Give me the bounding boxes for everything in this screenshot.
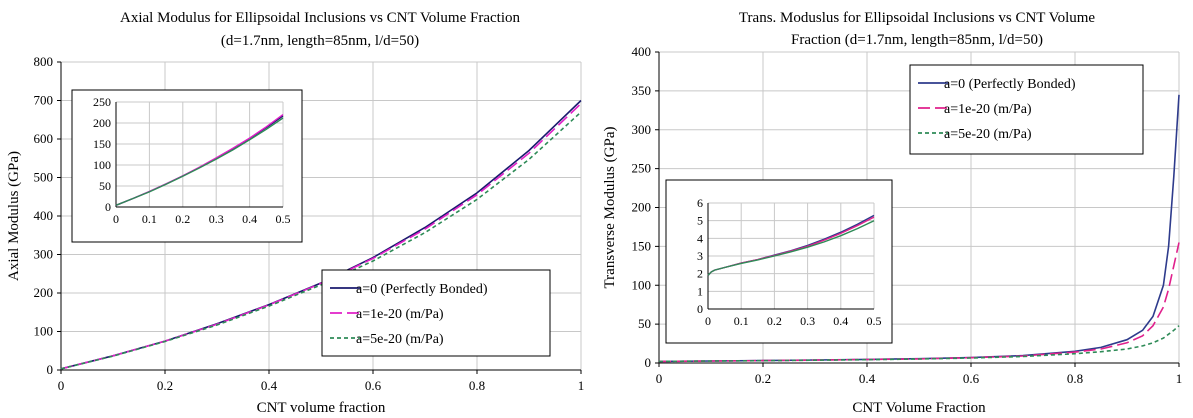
y-tick-label: 0 bbox=[47, 362, 54, 377]
legend-label: a=1e-20 (m/Pa) bbox=[356, 307, 444, 322]
inset-y-tick-label: 6 bbox=[697, 196, 703, 210]
legend-box bbox=[321, 269, 551, 357]
inset-x-tick-label: 0.1 bbox=[142, 212, 157, 226]
chart-title-line: Fraction (d=1.7nm, length=85nm, l/d=50) bbox=[791, 32, 1043, 48]
y-tick-label: 400 bbox=[34, 208, 54, 223]
inset-x-tick-label: 0.1 bbox=[734, 314, 749, 328]
inset-y-tick-label: 2 bbox=[697, 267, 703, 281]
inset-y-tick-label: 100 bbox=[93, 158, 111, 172]
inset-y-tick-label: 50 bbox=[99, 179, 111, 193]
y-tick-label: 200 bbox=[632, 200, 652, 215]
inset-y-tick-label: 200 bbox=[93, 116, 111, 130]
legend-box bbox=[909, 64, 1144, 155]
inset-y-tick-label: 0 bbox=[697, 302, 703, 316]
y-tick-label: 600 bbox=[34, 131, 54, 146]
inset-x-tick-label: 0.2 bbox=[767, 314, 782, 328]
inset-x-tick-label: 0.4 bbox=[833, 314, 848, 328]
legend-label: a=5e-20 (m/Pa) bbox=[944, 127, 1032, 142]
series-line bbox=[60, 111, 582, 370]
x-tick-label: 0.4 bbox=[261, 378, 278, 393]
inset-frame bbox=[665, 179, 893, 344]
legend-label: a=1e-20 (m/Pa) bbox=[944, 102, 1032, 117]
y-tick-label: 700 bbox=[34, 93, 54, 108]
x-tick-label: 0.2 bbox=[755, 371, 771, 386]
y-tick-label: 500 bbox=[34, 170, 54, 185]
chart-title-line: (d=1.7nm, length=85nm, l/d=50) bbox=[221, 33, 419, 49]
y-tick-label: 150 bbox=[632, 238, 652, 253]
x-tick-label: 0 bbox=[58, 378, 65, 393]
inset-y-tick-label: 4 bbox=[697, 231, 703, 245]
y-tick-label: 100 bbox=[632, 277, 652, 292]
y-tick-label: 800 bbox=[34, 54, 54, 69]
x-axis-label: CNT volume fraction bbox=[257, 400, 386, 416]
x-axis-label: CNT Volume Fraction bbox=[852, 400, 986, 416]
inset-y-tick-label: 150 bbox=[93, 137, 111, 151]
inset-y-tick-label: 0 bbox=[105, 200, 111, 214]
transverse-modulus-chart: Trans. Moduslus for Ellipsoidal Inclusio… bbox=[602, 10, 1183, 416]
inset-x-tick-label: 0.4 bbox=[242, 212, 257, 226]
inset-frame bbox=[71, 89, 303, 243]
x-tick-label: 0.6 bbox=[963, 371, 980, 386]
y-tick-label: 400 bbox=[632, 44, 652, 59]
y-tick-label: 50 bbox=[638, 316, 651, 331]
x-tick-label: 1 bbox=[578, 378, 585, 393]
inset-y-tick-label: 1 bbox=[697, 284, 703, 298]
y-tick-label: 350 bbox=[632, 83, 652, 98]
inset-y-tick-label: 3 bbox=[697, 249, 703, 263]
legend-label: a=0 (Perfectly Bonded) bbox=[944, 77, 1076, 92]
inset-x-tick-label: 0.5 bbox=[867, 314, 882, 328]
chart-title-line: Axial Modulus for Ellipsoidal Inclusions… bbox=[120, 10, 520, 26]
inset-series-line bbox=[707, 220, 875, 276]
inset-x-tick-label: 0.3 bbox=[800, 314, 815, 328]
inset-x-tick-label: 0.3 bbox=[209, 212, 224, 226]
inset-series-line bbox=[115, 117, 284, 206]
series-line bbox=[658, 242, 1180, 363]
y-axis-label: Axial Modulus (GPa) bbox=[6, 151, 22, 281]
x-tick-label: 0.8 bbox=[1067, 371, 1083, 386]
y-tick-label: 300 bbox=[34, 247, 54, 262]
y-tick-label: 0 bbox=[645, 355, 652, 370]
axial-modulus-chart: Axial Modulus for Ellipsoidal Inclusions… bbox=[6, 10, 585, 416]
inset-x-tick-label: 0 bbox=[113, 212, 119, 226]
x-tick-label: 0.2 bbox=[157, 378, 173, 393]
series-line bbox=[658, 325, 1180, 363]
inset-y-tick-label: 250 bbox=[93, 95, 111, 109]
inset-x-tick-label: 0.2 bbox=[175, 212, 190, 226]
y-tick-label: 300 bbox=[632, 122, 652, 137]
x-tick-label: 0.8 bbox=[469, 378, 485, 393]
y-axis-label: Transverse Modulus (GPa) bbox=[602, 127, 618, 289]
inset-x-tick-label: 0 bbox=[705, 314, 711, 328]
inset-x-tick-label: 0.5 bbox=[276, 212, 291, 226]
x-tick-label: 1 bbox=[1176, 371, 1183, 386]
legend-label: a=0 (Perfectly Bonded) bbox=[356, 282, 488, 297]
x-tick-label: 0 bbox=[656, 371, 663, 386]
x-tick-label: 0.6 bbox=[365, 378, 382, 393]
series-line bbox=[60, 103, 582, 370]
x-tick-label: 0.4 bbox=[859, 371, 876, 386]
inset-y-tick-label: 5 bbox=[697, 214, 703, 228]
legend-label: a=5e-20 (m/Pa) bbox=[356, 332, 444, 347]
y-tick-label: 200 bbox=[34, 285, 54, 300]
y-tick-label: 100 bbox=[34, 324, 54, 339]
chart-title-line: Trans. Moduslus for Ellipsoidal Inclusio… bbox=[739, 10, 1095, 26]
y-tick-label: 250 bbox=[632, 161, 652, 176]
